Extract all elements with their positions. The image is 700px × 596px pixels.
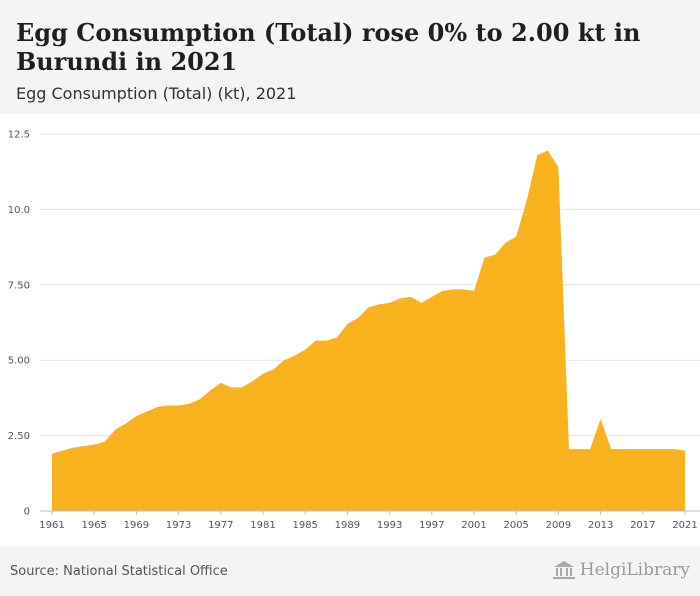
helgi-library-logo[interactable]: HelgiLibrary xyxy=(552,560,690,580)
logo-text: HelgiLibrary xyxy=(579,560,690,580)
source-note: Source: National Statistical Office xyxy=(10,564,228,579)
chart-header: Egg Consumption (Total) rose 0% to 2.00 … xyxy=(0,4,700,114)
x-tick-label: 1981 xyxy=(250,520,275,531)
y-axis-ticks: 0 2.50 5.00 7.50 10.0 12.5 xyxy=(8,130,30,518)
x-tick-label: 1989 xyxy=(335,520,360,531)
chart-footer: Source: National Statistical Office Helg… xyxy=(0,546,700,596)
helgi-library-building-icon xyxy=(552,561,575,579)
x-tick-label: 1993 xyxy=(377,520,402,531)
y-tick-label: 0 xyxy=(24,507,30,518)
x-tick-label: 1965 xyxy=(81,520,106,531)
series-area-egg-consumption xyxy=(52,150,685,511)
x-axis-ticks: 1961 1965 1969 1973 1977 1981 1985 1989 1993 1997… xyxy=(39,510,700,531)
x-tick-label: 1997 xyxy=(419,520,444,531)
x-tick-label: 2005 xyxy=(503,520,528,531)
y-tick-label: 10.0 xyxy=(8,205,30,216)
chart-area: 0 2.50 5.00 7.50 10.0 12.5 1961 1965 1969 1973 19… xyxy=(0,114,700,546)
x-tick-label: 1977 xyxy=(208,520,233,531)
y-tick-label: 2.50 xyxy=(8,431,30,442)
chart-subtitle: Egg Consumption (Total) (kt), 2021 xyxy=(16,84,297,103)
x-tick-label: 2021 xyxy=(672,520,697,531)
y-tick-label: 5.00 xyxy=(8,356,30,367)
x-tick-label: 1973 xyxy=(166,520,191,531)
y-tick-label: 7.50 xyxy=(8,280,30,291)
x-tick-label: 2013 xyxy=(588,520,613,531)
area-layer xyxy=(52,150,685,511)
x-tick-label: 2017 xyxy=(630,520,655,531)
x-tick-label: 1985 xyxy=(292,520,317,531)
x-tick-label: 1969 xyxy=(124,520,149,531)
top-accent-bar xyxy=(0,0,700,4)
chart-title: Egg Consumption (Total) rose 0% to 2.00 … xyxy=(16,18,641,76)
x-tick-label: 2009 xyxy=(546,520,571,531)
x-tick-label: 1961 xyxy=(39,520,64,531)
y-tick-label: 12.5 xyxy=(8,130,30,141)
x-tick-label: 2001 xyxy=(461,520,486,531)
